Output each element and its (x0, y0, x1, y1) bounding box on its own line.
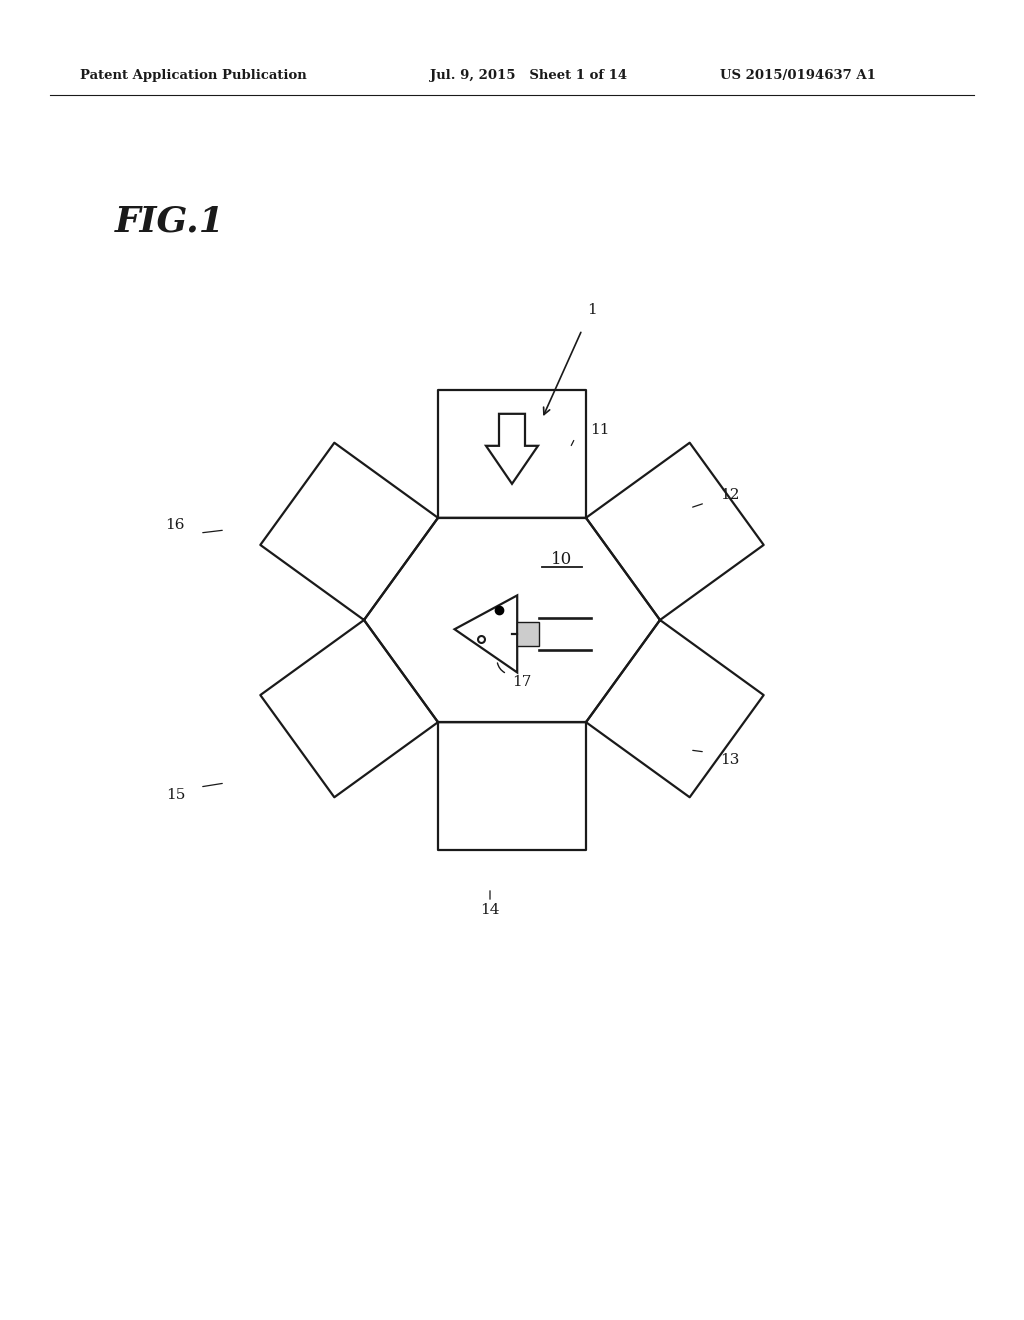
Text: Jul. 9, 2015   Sheet 1 of 14: Jul. 9, 2015 Sheet 1 of 14 (430, 69, 627, 82)
Text: FIG.1: FIG.1 (115, 205, 225, 239)
Text: US 2015/0194637 A1: US 2015/0194637 A1 (720, 69, 876, 82)
Text: 15: 15 (166, 788, 185, 803)
Text: 10: 10 (551, 552, 572, 569)
Text: Patent Application Publication: Patent Application Publication (80, 69, 307, 82)
Text: 12: 12 (720, 488, 739, 502)
Polygon shape (486, 413, 538, 484)
Text: 13: 13 (720, 752, 739, 767)
Text: 16: 16 (166, 517, 185, 532)
Bar (517, 622, 540, 645)
Text: 17: 17 (512, 675, 531, 689)
Text: 1: 1 (587, 302, 597, 317)
Text: 11: 11 (590, 422, 609, 437)
Text: 14: 14 (480, 903, 500, 917)
